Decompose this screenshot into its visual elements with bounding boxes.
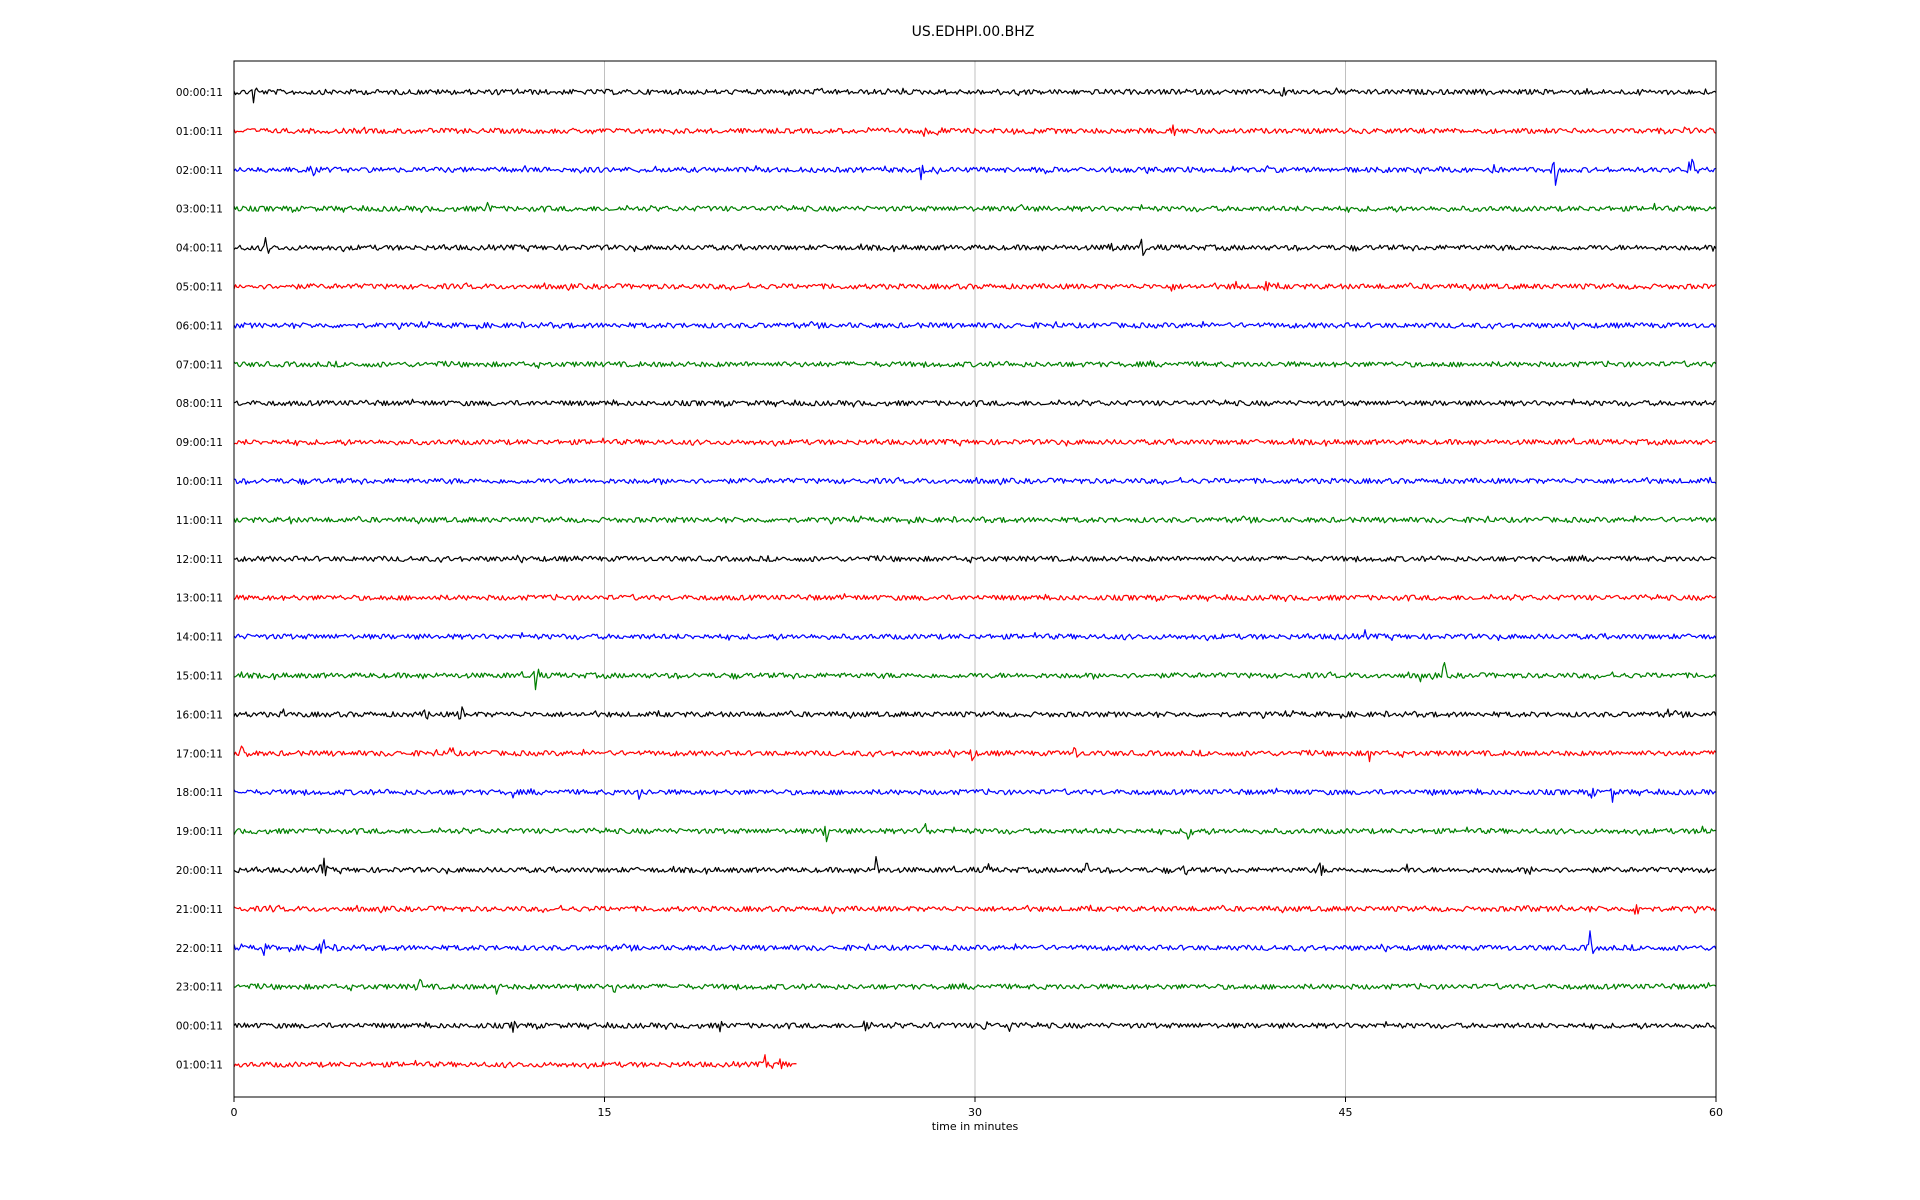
trace-row-6 xyxy=(233,280,1717,292)
row-label: 06:00:11 xyxy=(176,320,223,332)
chart-title: US.EDHPI.00.BHZ xyxy=(912,24,1035,40)
row-label: 17:00:11 xyxy=(176,748,223,760)
x-axis: 0 15 30 45 60 xyxy=(231,1097,1723,1119)
row-label: 05:00:11 xyxy=(176,282,223,294)
trace-row-11 xyxy=(233,476,1717,486)
row-label: 07:00:11 xyxy=(176,359,223,371)
trace-row-2 xyxy=(233,124,1717,137)
row-label: 20:00:11 xyxy=(176,865,223,877)
trace-row-21 xyxy=(233,856,1717,877)
trace-row-15 xyxy=(233,629,1717,642)
trace-row-17 xyxy=(233,706,1717,720)
trace-row-14 xyxy=(233,593,1717,603)
row-label: 12:00:11 xyxy=(176,554,223,566)
row-label: 23:00:11 xyxy=(176,982,223,994)
trace-row-10 xyxy=(233,437,1717,447)
row-label: 21:00:11 xyxy=(176,904,223,916)
trace-row-26 xyxy=(233,1054,797,1070)
trace-row-12 xyxy=(233,515,1717,525)
row-label: 09:00:11 xyxy=(176,437,223,449)
x-axis-label: time in minutes xyxy=(932,1120,1019,1133)
row-label: 02:00:11 xyxy=(176,165,223,177)
x-tick-label: 15 xyxy=(598,1106,612,1119)
vertical-gridlines xyxy=(604,61,1346,1097)
trace-row-18 xyxy=(233,745,1717,763)
trace-row-16 xyxy=(233,662,1717,691)
row-label: 01:00:11 xyxy=(176,126,223,138)
seismic-traces xyxy=(233,87,1717,1070)
row-label: 22:00:11 xyxy=(176,943,223,955)
row-label: 10:00:11 xyxy=(176,476,223,488)
trace-row-19 xyxy=(233,787,1717,803)
row-label: 00:00:11 xyxy=(176,1021,223,1033)
row-label: 03:00:11 xyxy=(176,204,223,216)
trace-row-4 xyxy=(233,201,1717,214)
row-label: 16:00:11 xyxy=(176,709,223,721)
trace-row-24 xyxy=(233,978,1717,995)
trace-row-8 xyxy=(233,360,1717,369)
trace-row-3 xyxy=(233,158,1717,186)
trace-row-13 xyxy=(233,554,1717,564)
trace-row-9 xyxy=(233,398,1717,408)
trace-row-7 xyxy=(233,320,1717,330)
row-label: 01:00:11 xyxy=(176,1060,223,1072)
x-tick-label: 0 xyxy=(231,1106,238,1119)
trace-row-1 xyxy=(233,87,1717,104)
row-label: 18:00:11 xyxy=(176,787,223,799)
x-tick-label: 30 xyxy=(968,1106,982,1119)
trace-row-5 xyxy=(233,237,1717,257)
trace-row-22 xyxy=(233,904,1717,915)
trace-row-23 xyxy=(233,930,1717,956)
row-label: 15:00:11 xyxy=(176,671,223,683)
x-tick-label: 60 xyxy=(1709,1106,1723,1119)
row-label: 19:00:11 xyxy=(176,826,223,838)
row-label: 00:00:11 xyxy=(176,87,223,99)
trace-row-20 xyxy=(233,823,1717,843)
row-time-labels: 00:00:11 01:00:11 02:00:11 03:00:11 04:00:11… xyxy=(176,87,223,1072)
row-label: 14:00:11 xyxy=(176,632,223,644)
row-label: 13:00:11 xyxy=(176,593,223,605)
row-label: 11:00:11 xyxy=(176,515,223,527)
x-tick-label: 45 xyxy=(1339,1106,1353,1119)
row-label: 04:00:11 xyxy=(176,243,223,255)
trace-row-25 xyxy=(233,1020,1717,1033)
row-label: 08:00:11 xyxy=(176,398,223,410)
